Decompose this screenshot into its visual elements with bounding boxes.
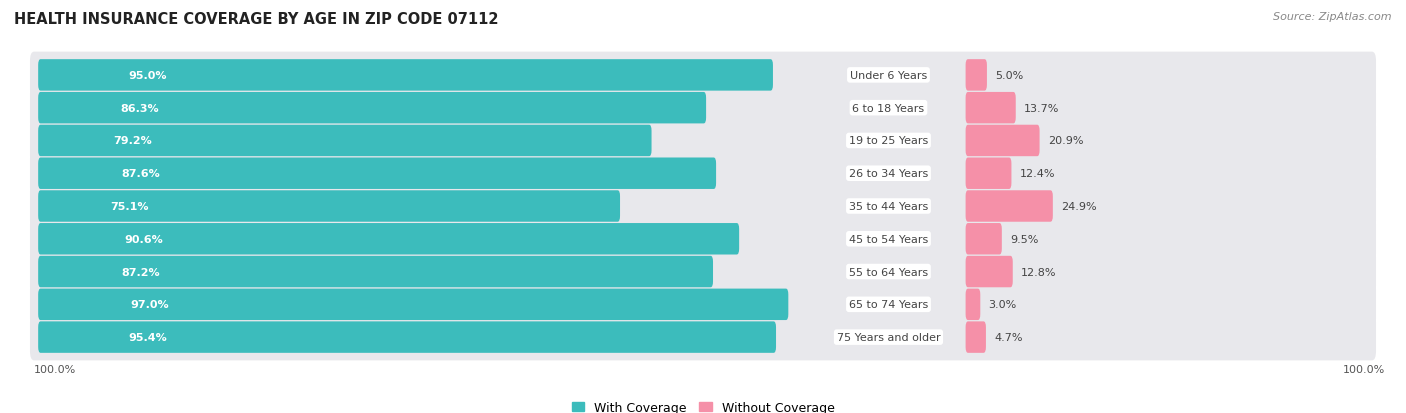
FancyBboxPatch shape: [38, 289, 789, 320]
Text: 95.0%: 95.0%: [128, 71, 167, 81]
FancyBboxPatch shape: [30, 151, 1376, 197]
Text: 12.8%: 12.8%: [1021, 267, 1056, 277]
Text: 19 to 25 Years: 19 to 25 Years: [849, 136, 928, 146]
Text: 4.7%: 4.7%: [994, 332, 1022, 342]
FancyBboxPatch shape: [966, 223, 1002, 255]
Text: 26 to 34 Years: 26 to 34 Years: [849, 169, 928, 179]
Text: 5.0%: 5.0%: [995, 71, 1024, 81]
Text: 95.4%: 95.4%: [128, 332, 167, 342]
FancyBboxPatch shape: [966, 93, 1015, 124]
Text: 55 to 64 Years: 55 to 64 Years: [849, 267, 928, 277]
Text: 6 to 18 Years: 6 to 18 Years: [852, 103, 925, 114]
FancyBboxPatch shape: [38, 223, 740, 255]
Text: 86.3%: 86.3%: [120, 103, 159, 114]
Text: HEALTH INSURANCE COVERAGE BY AGE IN ZIP CODE 07112: HEALTH INSURANCE COVERAGE BY AGE IN ZIP …: [14, 12, 499, 27]
FancyBboxPatch shape: [30, 281, 1376, 328]
FancyBboxPatch shape: [38, 93, 706, 124]
Text: 13.7%: 13.7%: [1024, 103, 1059, 114]
FancyBboxPatch shape: [966, 322, 986, 353]
Text: Under 6 Years: Under 6 Years: [849, 71, 927, 81]
Text: 100.0%: 100.0%: [1343, 364, 1385, 374]
Text: 45 to 54 Years: 45 to 54 Years: [849, 234, 928, 244]
Text: 87.2%: 87.2%: [121, 267, 160, 277]
Text: 12.4%: 12.4%: [1019, 169, 1054, 179]
FancyBboxPatch shape: [30, 314, 1376, 361]
FancyBboxPatch shape: [38, 158, 716, 190]
FancyBboxPatch shape: [966, 191, 1053, 222]
Text: Source: ZipAtlas.com: Source: ZipAtlas.com: [1274, 12, 1392, 22]
FancyBboxPatch shape: [966, 158, 1011, 190]
FancyBboxPatch shape: [38, 191, 620, 222]
Text: 3.0%: 3.0%: [988, 299, 1017, 310]
Legend: With Coverage, Without Coverage: With Coverage, Without Coverage: [572, 401, 834, 413]
FancyBboxPatch shape: [38, 126, 651, 157]
FancyBboxPatch shape: [966, 289, 980, 320]
Text: 65 to 74 Years: 65 to 74 Years: [849, 299, 928, 310]
FancyBboxPatch shape: [30, 52, 1376, 99]
FancyBboxPatch shape: [30, 85, 1376, 132]
FancyBboxPatch shape: [38, 322, 776, 353]
FancyBboxPatch shape: [38, 60, 773, 91]
Text: 100.0%: 100.0%: [34, 364, 76, 374]
Text: 97.0%: 97.0%: [129, 299, 169, 310]
Text: 35 to 44 Years: 35 to 44 Years: [849, 202, 928, 211]
Text: 75 Years and older: 75 Years and older: [837, 332, 941, 342]
FancyBboxPatch shape: [966, 126, 1039, 157]
Text: 87.6%: 87.6%: [121, 169, 160, 179]
Text: 9.5%: 9.5%: [1010, 234, 1039, 244]
Text: 20.9%: 20.9%: [1047, 136, 1083, 146]
FancyBboxPatch shape: [966, 60, 987, 91]
FancyBboxPatch shape: [30, 183, 1376, 230]
FancyBboxPatch shape: [38, 256, 713, 287]
Text: 90.6%: 90.6%: [124, 234, 163, 244]
FancyBboxPatch shape: [966, 256, 1012, 287]
FancyBboxPatch shape: [30, 249, 1376, 295]
Text: 24.9%: 24.9%: [1062, 202, 1097, 211]
Text: 79.2%: 79.2%: [114, 136, 152, 146]
Text: 75.1%: 75.1%: [110, 202, 148, 211]
FancyBboxPatch shape: [30, 216, 1376, 262]
FancyBboxPatch shape: [30, 118, 1376, 164]
